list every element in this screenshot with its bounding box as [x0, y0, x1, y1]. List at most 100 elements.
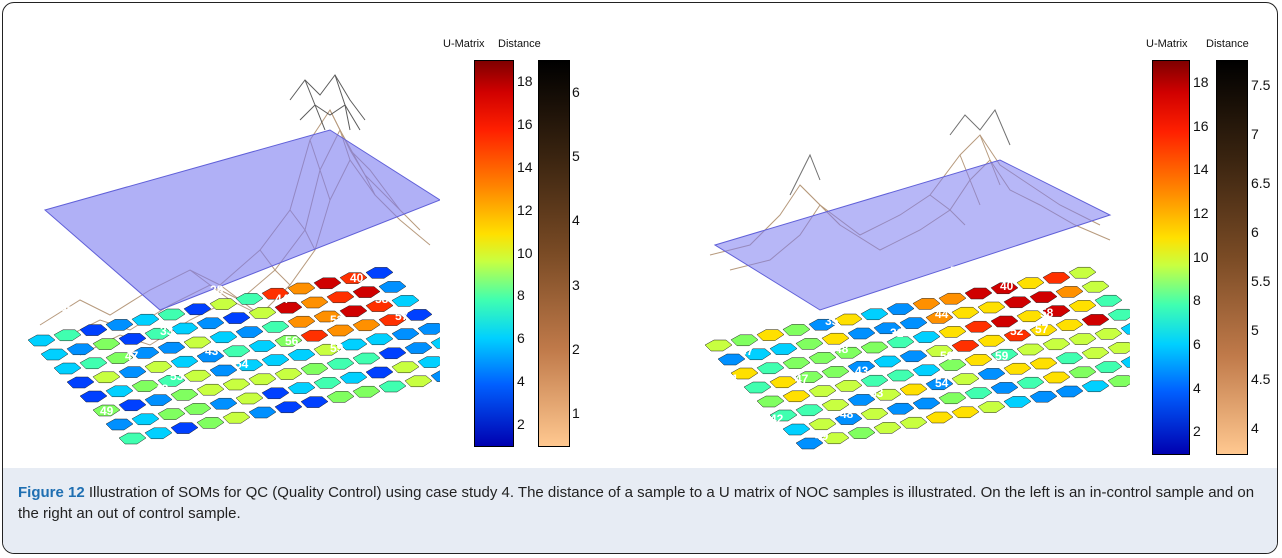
hex-label: 42 — [60, 387, 74, 401]
right-umatrix-tick: 2 — [1193, 423, 1201, 440]
hex-cell — [157, 341, 186, 354]
hex-cell — [1068, 366, 1097, 379]
hex-cell — [808, 418, 837, 431]
hex-label: 44 — [275, 292, 289, 306]
hex-cell — [860, 341, 889, 354]
hex-cell — [339, 305, 368, 318]
hex-cell — [873, 388, 902, 401]
hex-cell — [951, 406, 980, 419]
hex-cell — [1003, 396, 1032, 408]
hex-label: 49 — [815, 429, 829, 443]
hex-cell — [1107, 342, 1130, 354]
hex-label: 41 — [725, 372, 739, 386]
hex-cell — [79, 357, 108, 370]
hex-cell — [118, 366, 147, 378]
hex-cell — [1029, 357, 1058, 370]
hex-cell — [938, 359, 967, 371]
hex-label: 49 — [100, 404, 114, 418]
hex-cell — [912, 298, 941, 310]
hex-cell — [860, 374, 889, 387]
left-distance-header: Distance — [498, 38, 541, 50]
hex-label: 43 — [205, 344, 219, 358]
hex-cell — [274, 401, 303, 414]
hex-label: 51 — [950, 264, 964, 278]
hex-cell — [1094, 294, 1123, 307]
hex-cell — [261, 321, 290, 333]
right-umatrix-tick: 12 — [1193, 204, 1209, 221]
hex-cell — [808, 385, 837, 397]
hex-cell — [274, 335, 303, 347]
hex-label: 53 — [870, 386, 884, 400]
hex-label: 37 — [740, 344, 754, 358]
hex-cell — [938, 292, 967, 305]
right-som-plot: 51 40 28 44 58 52 57 35 31 56 37 48 59 43 41 47 53 54 46 42… — [704, 109, 1130, 450]
hex-cell — [131, 347, 160, 359]
right-umatrix-tick: 8 — [1193, 292, 1201, 309]
left-distance-colorbar — [538, 60, 570, 447]
hex-cell — [899, 350, 928, 363]
left-umatrix-tick: 2 — [517, 415, 525, 432]
figure-caption: Figure 12 Illustration of SOMs for QC (Q… — [18, 482, 1268, 524]
hex-cell — [274, 301, 303, 314]
hex-cell — [860, 308, 889, 321]
hex-cell — [769, 376, 798, 389]
hex-cell — [183, 369, 212, 382]
hex-cell — [977, 301, 1006, 314]
hex-cell — [1029, 324, 1058, 337]
hex-label: 56 — [940, 349, 954, 363]
hex-cell — [248, 307, 277, 319]
hex-cell — [1094, 328, 1123, 340]
hex-cell — [352, 385, 381, 398]
left-distance-tick: 4 — [572, 212, 580, 229]
hex-cell — [964, 387, 993, 399]
hex-cell — [899, 416, 928, 429]
hex-cell — [717, 353, 746, 366]
hex-cell — [821, 432, 850, 445]
hex-cell — [235, 359, 264, 372]
hex-cell — [417, 323, 440, 335]
hex-cell — [118, 399, 147, 412]
hex-cell — [769, 343, 798, 355]
hex-cell — [92, 371, 121, 384]
hex-cell — [834, 380, 863, 392]
hex-cell — [782, 324, 811, 336]
hex-cell — [990, 382, 1019, 394]
left-umatrix-tick: 8 — [517, 287, 525, 304]
left-distance-tick: 6 — [572, 84, 580, 101]
right-distance-tick: 6.5 — [1251, 174, 1271, 191]
hex-cell — [235, 326, 264, 338]
hex-cell — [339, 371, 368, 384]
hex-cell — [248, 373, 277, 386]
hex-label: 46 — [45, 371, 59, 385]
hex-cell — [196, 417, 225, 429]
hex-cell — [209, 397, 238, 410]
right-umatrix-tick: 6 — [1193, 335, 1201, 352]
hex-cell — [404, 309, 433, 321]
left-umatrix-tick: 6 — [517, 330, 525, 347]
hex-cell — [704, 339, 733, 352]
hex-label: 52 — [330, 313, 344, 327]
left-hex-labels: 37 40 28 44 58 52 57 33 41 47 43 56 59 46 53 54 42 48 49 — [30, 271, 409, 418]
hex-label: 54 — [235, 357, 249, 371]
hex-cell — [1107, 375, 1130, 387]
hex-cell — [782, 357, 811, 369]
hex-cell — [105, 319, 134, 331]
hex-cell — [1055, 385, 1084, 398]
hex-cell — [964, 287, 993, 300]
hex-cell — [977, 334, 1006, 347]
hex-cell — [157, 308, 186, 321]
hex-cell — [795, 437, 824, 450]
hex-cell — [287, 382, 316, 394]
hex-cell — [131, 380, 160, 392]
hex-label: 40 — [1000, 279, 1014, 293]
right-distance-tick: 7 — [1251, 125, 1259, 142]
hex-cell — [352, 319, 381, 332]
hex-cell — [1016, 277, 1045, 289]
hex-cell — [365, 333, 394, 346]
hex-cell — [1081, 280, 1110, 293]
hex-cell — [1068, 266, 1097, 279]
hex-cell — [430, 370, 440, 382]
hex-cell — [743, 381, 772, 394]
hex-cell — [1081, 347, 1110, 359]
hex-cell — [79, 390, 108, 403]
